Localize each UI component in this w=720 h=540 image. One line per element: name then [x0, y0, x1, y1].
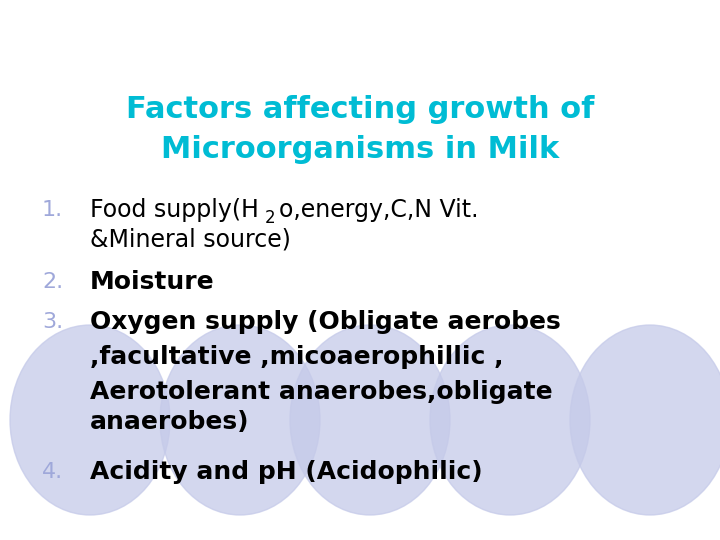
Text: Microorganisms in Milk: Microorganisms in Milk — [161, 136, 559, 165]
Text: &Mineral source): &Mineral source) — [90, 228, 291, 252]
Text: ,facultative ,micoaerophillic ,: ,facultative ,micoaerophillic , — [90, 345, 503, 369]
Text: 2.: 2. — [42, 272, 63, 292]
Text: Factors affecting growth of: Factors affecting growth of — [126, 96, 594, 125]
Text: Aerotolerant anaerobes,obligate: Aerotolerant anaerobes,obligate — [90, 380, 553, 404]
Text: o,energy,C,N Vit.: o,energy,C,N Vit. — [279, 198, 479, 222]
Text: Acidity and pH (Acidophilic): Acidity and pH (Acidophilic) — [90, 460, 482, 484]
Ellipse shape — [10, 325, 170, 515]
Ellipse shape — [290, 325, 450, 515]
Text: Moisture: Moisture — [90, 270, 215, 294]
Text: 4.: 4. — [42, 462, 63, 482]
Text: 3.: 3. — [42, 312, 63, 332]
Text: 1.: 1. — [42, 200, 63, 220]
Text: Food supply(H: Food supply(H — [90, 198, 259, 222]
Ellipse shape — [570, 325, 720, 515]
Text: Oxygen supply (Obligate aerobes: Oxygen supply (Obligate aerobes — [90, 310, 561, 334]
Text: anaerobes): anaerobes) — [90, 410, 250, 434]
Ellipse shape — [160, 325, 320, 515]
Text: 2: 2 — [265, 209, 276, 227]
Ellipse shape — [430, 325, 590, 515]
